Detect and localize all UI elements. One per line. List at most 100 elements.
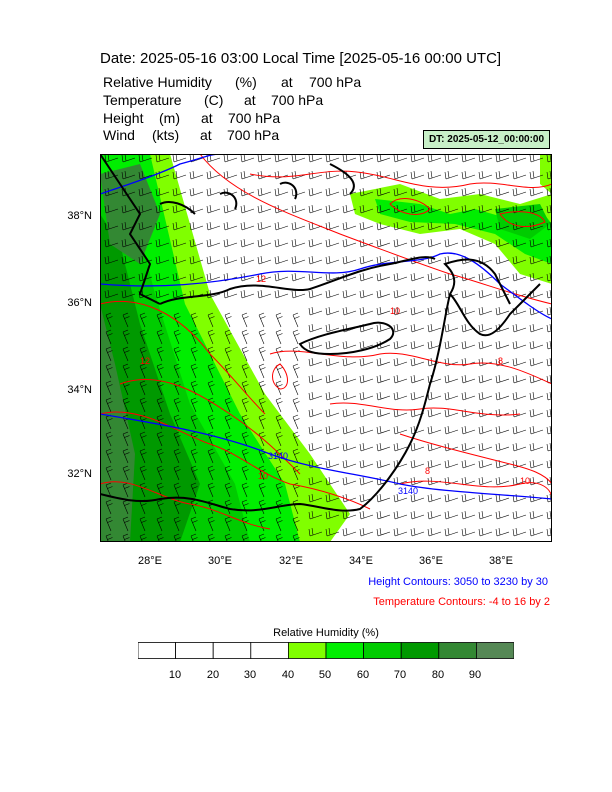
wind-barb <box>173 516 181 532</box>
colorbar-cell <box>287 642 327 659</box>
wind-barb <box>529 459 544 469</box>
wind-barb <box>291 204 306 214</box>
wind-barb <box>478 340 493 350</box>
wind-barb <box>342 425 357 435</box>
field-level: 700 hPa <box>309 74 362 90</box>
wind-barb <box>240 204 255 214</box>
wind-barb <box>275 482 283 498</box>
wind-barb <box>410 357 425 367</box>
wind-barb <box>359 459 374 469</box>
colorbar-cell <box>250 642 289 659</box>
wind-barb <box>444 204 459 214</box>
height-contours-note: Height Contours: 3050 to 3230 by 30 <box>368 576 548 588</box>
wind-barb <box>512 238 527 248</box>
wind-barb <box>190 448 198 464</box>
wind-barb <box>190 465 198 481</box>
wind-barb <box>172 255 187 265</box>
wind-barb <box>393 221 408 231</box>
wind-barb <box>139 380 147 396</box>
wind-barb <box>138 255 153 265</box>
wind-barb <box>427 221 442 231</box>
wind-barb <box>495 187 510 197</box>
wind-barb <box>325 425 340 435</box>
wind-barb <box>495 255 510 265</box>
wind-barb <box>359 510 374 520</box>
wind-barb <box>512 357 527 367</box>
wind-barb <box>122 431 130 447</box>
wind-barb <box>529 238 544 248</box>
wind-barb <box>155 272 170 282</box>
wind-barb <box>121 272 136 282</box>
wind-barb <box>121 170 136 180</box>
wind-barb <box>122 363 130 379</box>
wind-barb <box>122 346 130 362</box>
wind-barb <box>172 154 187 163</box>
wind-barb <box>172 289 187 299</box>
wind-barb <box>359 154 374 163</box>
wind-barb <box>546 272 552 282</box>
wind-barb <box>275 533 283 542</box>
wind-barb <box>207 414 215 430</box>
wind-barb <box>512 425 527 435</box>
wind-barb <box>224 465 232 481</box>
wind-barb <box>410 221 425 231</box>
wind-barb <box>342 510 357 520</box>
wind-barb <box>495 204 510 214</box>
wind-barb <box>274 187 289 197</box>
wind-barb <box>495 442 510 452</box>
wind-barb <box>241 329 249 345</box>
wind-barb <box>393 442 408 452</box>
wind-barb <box>325 154 340 163</box>
wind-barb <box>138 170 153 180</box>
wind-barb <box>410 493 425 503</box>
map-frame <box>100 154 552 542</box>
colorbar-label: 50 <box>318 669 332 681</box>
wind-barb <box>105 533 113 542</box>
wind-barb <box>325 238 340 248</box>
wind-barb <box>258 346 266 362</box>
field-temperature: Temperature (C) at 700 hPa <box>103 92 323 108</box>
wind-barb <box>393 323 408 333</box>
wind-barb <box>461 154 476 163</box>
wind-barb <box>258 397 266 413</box>
wind-barb <box>156 414 164 430</box>
wind-barb <box>410 391 425 401</box>
wind-barb <box>206 170 221 180</box>
wind-barb <box>104 204 119 214</box>
wind-barb <box>105 380 113 396</box>
wind-barb <box>189 272 204 282</box>
wind-barb <box>173 363 181 379</box>
wind-barb <box>207 329 215 345</box>
wind-barb <box>410 306 425 316</box>
wind-barb <box>308 442 323 452</box>
wind-barb <box>461 204 476 214</box>
wind-barb <box>325 255 340 265</box>
colorbar-label: 10 <box>168 669 182 681</box>
wind-barb <box>461 527 476 537</box>
wind-barb <box>444 272 459 282</box>
wind-barb <box>529 442 544 452</box>
lon-tick-label: 38°E <box>489 555 513 567</box>
wind-barb <box>529 204 544 214</box>
wind-barb <box>478 154 493 163</box>
wind-barb <box>529 357 544 367</box>
wind-barb <box>275 380 283 396</box>
wind-barb <box>495 476 510 486</box>
wind-barb <box>546 425 552 435</box>
wind-barb <box>155 221 170 231</box>
wind-barb <box>342 255 357 265</box>
wind-barb <box>156 499 164 515</box>
lat-tick-label: 32°N <box>67 468 92 480</box>
wind-barb <box>139 533 147 542</box>
field-at: at <box>201 110 213 126</box>
wind-barb <box>325 493 340 503</box>
wind-barb <box>291 221 306 231</box>
wind-barb <box>240 154 255 163</box>
wind-barb <box>495 510 510 520</box>
wind-barb <box>190 482 198 498</box>
wind-barb <box>223 221 238 231</box>
lon-tick-label: 34°E <box>349 555 373 567</box>
wind-barb <box>427 459 442 469</box>
wind-barb <box>427 238 442 248</box>
wind-barb <box>546 442 552 452</box>
